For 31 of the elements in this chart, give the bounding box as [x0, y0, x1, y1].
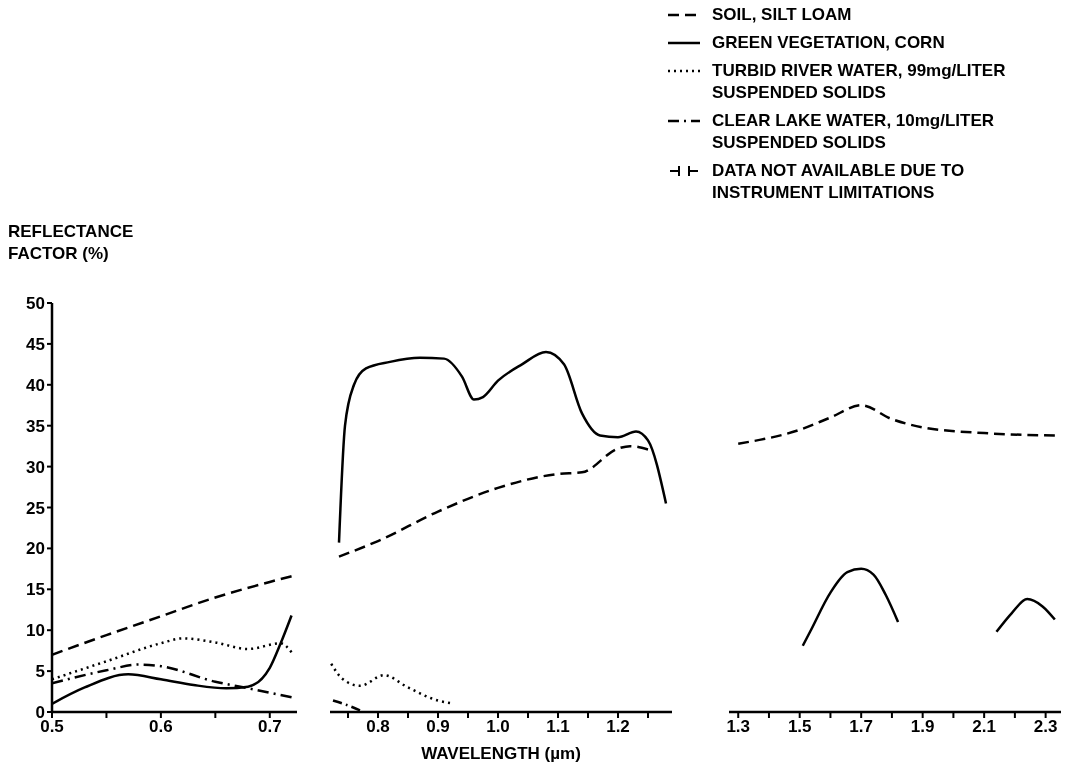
x-tick-label: 2.1 [972, 717, 996, 737]
legend-label: SOIL, SILT LOAM [712, 4, 853, 26]
x-tick-label: 1.0 [486, 717, 510, 737]
y-tick-label: 40 [26, 375, 45, 395]
y-tick-label: 45 [26, 334, 45, 354]
x-tick-label: 0.7 [257, 717, 282, 737]
text: DATA NOT AVAILABLE DUE TO INSTRUMENT LIMITATIONS [712, 160, 966, 204]
y-tick-label: 20 [26, 539, 45, 559]
x-tick-label: 0.8 [366, 717, 390, 737]
x-tick-label: 1.9 [910, 717, 935, 737]
y-tick-label: 10 [26, 621, 45, 641]
x-tick-label: 1.5 [787, 717, 812, 737]
x-tick-label: 1.1 [546, 717, 570, 737]
y-tick-label: 15 [26, 580, 45, 600]
x-tick-label: 1.7 [849, 717, 874, 737]
y-tick-label: 30 [26, 457, 45, 477]
y-axis-title: REFLECTANCE FACTOR (%) [8, 221, 135, 265]
y-tick-label: 50 [26, 294, 45, 314]
y-tick-label: 35 [26, 416, 45, 436]
legend-label: CLEAR LAKE WATER, 10mg/LITER SUSPENDED SOLIDS [712, 110, 996, 154]
x-axis-title: WAVELENGTH (µm) [420, 744, 582, 764]
x-tick-label: 1.2 [606, 717, 630, 737]
x-tick-label: 2.3 [1033, 717, 1058, 737]
x-tick-label: 1.3 [726, 717, 751, 737]
x-tick-label: 0.6 [149, 717, 173, 737]
x-tick-label: 0.9 [426, 717, 450, 737]
legend-label: GREEN VEGETATION, CORN [712, 32, 946, 54]
legend-label: TURBID RIVER WATER, 99mg/LITER SUSPENDED SOLIDS [712, 60, 1007, 104]
y-tick-label: 5 [35, 662, 45, 682]
x-tick-label: 0.5 [40, 717, 64, 737]
y-tick-label: 25 [26, 498, 45, 518]
